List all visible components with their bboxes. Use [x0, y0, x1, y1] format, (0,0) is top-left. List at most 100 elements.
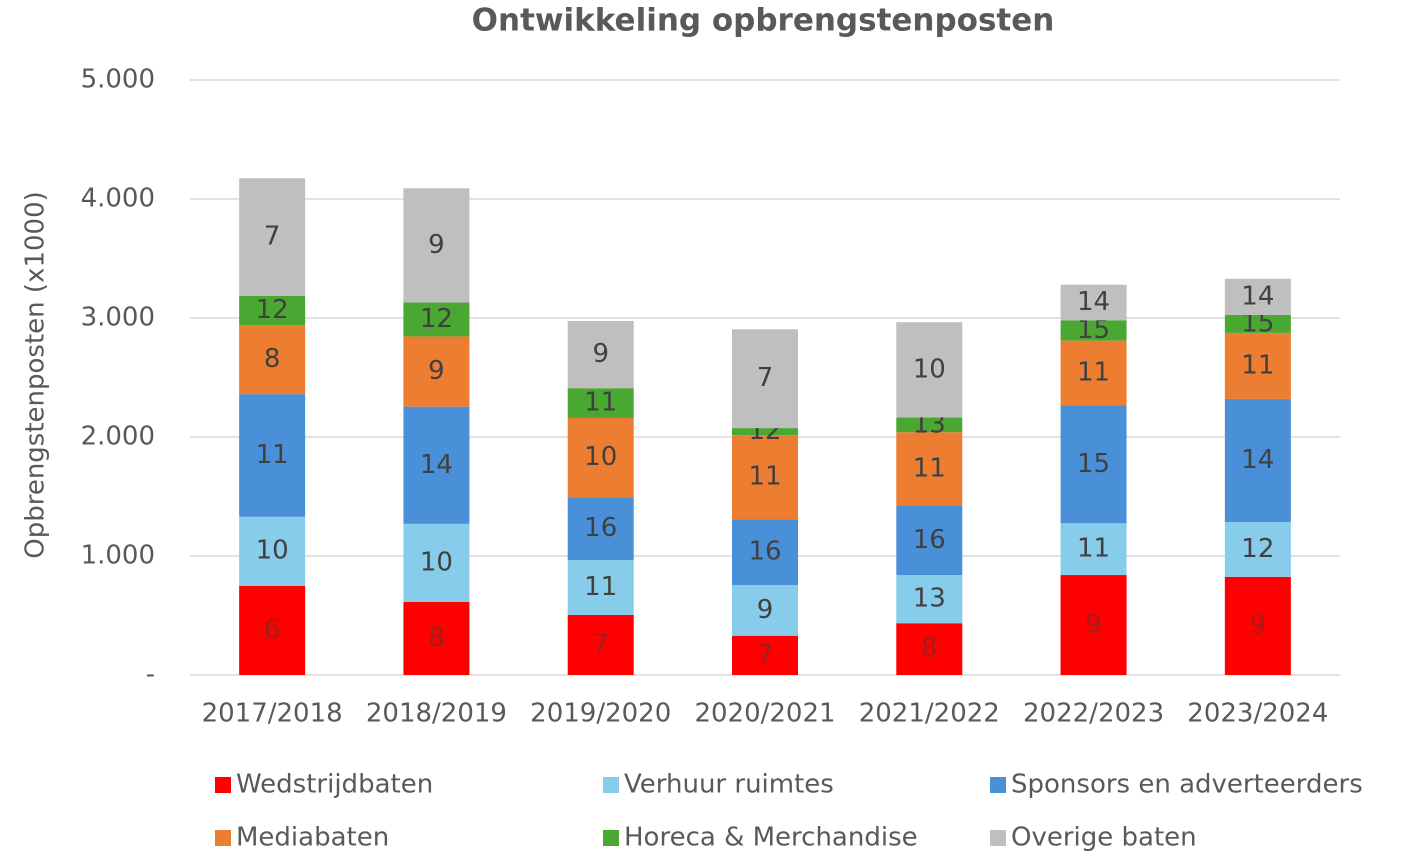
bar-segment — [1060, 523, 1127, 576]
segment-label: 9 — [1250, 610, 1267, 640]
segment-label: 6 — [264, 615, 281, 645]
bar-segment — [732, 428, 798, 436]
y-tick-label: 2.000 — [81, 422, 155, 452]
legend-swatch — [215, 777, 231, 793]
bar-segment — [732, 329, 798, 429]
segment-label: 10 — [584, 442, 617, 472]
segment-label: 11 — [913, 454, 946, 484]
segment-label: 11 — [1241, 350, 1274, 380]
segment-label: 10 — [420, 547, 453, 577]
legend-swatch — [603, 830, 619, 846]
bar-segment — [896, 506, 963, 576]
segment-label: 14 — [1241, 445, 1274, 475]
y-tick-label: 5.000 — [81, 65, 155, 95]
segment-label: 16 — [913, 525, 946, 555]
bar-segment — [732, 435, 798, 520]
bar-segment — [732, 585, 798, 636]
bar-segment — [239, 394, 306, 517]
bar-segment — [1224, 576, 1291, 675]
segment-label: 14 — [1241, 281, 1274, 311]
bar-segment — [567, 417, 634, 498]
segment-label: 9 — [428, 230, 445, 260]
bar-segment — [1224, 278, 1291, 316]
segment-label: 16 — [584, 513, 617, 543]
bar-segment — [403, 406, 470, 524]
x-tick-label: 2022/2023 — [1023, 699, 1164, 729]
bar-segment — [403, 188, 470, 303]
legend-label: Overige baten — [1011, 823, 1197, 853]
legend-label: Horeca & Merchandise — [624, 823, 918, 853]
bar-segment — [1060, 320, 1127, 341]
bar-segment — [1224, 332, 1291, 399]
legend-label: Sponsors en adverteerders — [1011, 770, 1363, 800]
segment-label: 12 — [420, 304, 453, 334]
segment-label: 12 — [1241, 534, 1274, 564]
segment-label: 11 — [748, 462, 781, 492]
y-tick-label: 3.000 — [81, 303, 155, 333]
bar-segment — [1224, 398, 1291, 523]
segment-label: 11 — [584, 388, 617, 418]
segment-label: 7 — [592, 629, 609, 659]
legend-label: Mediabaten — [236, 823, 389, 853]
bar-segment — [567, 320, 634, 389]
legend-swatch — [215, 830, 231, 846]
bar-segment — [896, 322, 963, 418]
segment-label: 8 — [264, 344, 281, 374]
bar-segment — [732, 519, 798, 586]
bar-segment — [239, 585, 306, 675]
bar-segment — [239, 325, 306, 395]
bar-segment — [567, 560, 634, 615]
legend-swatch — [990, 777, 1006, 793]
bar-segment — [403, 302, 470, 337]
y-axis-title: Opbrengstenposten (x1000) — [21, 191, 51, 559]
bar-segment — [1060, 340, 1127, 406]
segment-label: 11 — [584, 572, 617, 602]
bar-segment — [896, 623, 963, 675]
y-tick-label: - — [146, 660, 155, 690]
segment-label: 8 — [428, 623, 445, 653]
segment-label: 13 — [913, 584, 946, 614]
segment-label: 14 — [1077, 287, 1110, 317]
segment-label: 11 — [1077, 358, 1110, 388]
x-tick-label: 2019/2020 — [530, 699, 671, 729]
bar-segment — [403, 336, 470, 407]
legend-label: Wedstrijdbaten — [236, 770, 433, 800]
segment-label: 9 — [428, 356, 445, 386]
bar-segment — [1224, 522, 1291, 577]
bar-segment — [239, 178, 306, 296]
bar-segment — [896, 417, 963, 433]
bar-segment — [1060, 405, 1127, 524]
chart-title: Ontwikkeling opbrengstenposten — [472, 3, 1055, 39]
bar-segment — [1224, 315, 1291, 333]
bar-segment — [732, 635, 798, 675]
bar-segment — [403, 523, 470, 602]
bar-segment — [403, 601, 470, 675]
segment-label: 11 — [256, 440, 289, 470]
segment-label: 7 — [757, 363, 774, 393]
bar-segment — [1060, 575, 1127, 675]
x-tick-label: 2021/2022 — [859, 699, 1000, 729]
segment-label: 7 — [264, 222, 281, 252]
segment-label: 14 — [420, 450, 453, 480]
segment-label: 12 — [256, 295, 289, 325]
legend-swatch — [603, 777, 619, 793]
segment-label: 15 — [1077, 449, 1110, 479]
bar-segment — [239, 295, 306, 326]
x-tick-label: 2018/2019 — [366, 699, 507, 729]
bar-segment — [239, 516, 306, 586]
bar-segment — [567, 497, 634, 561]
segment-label: 16 — [748, 537, 781, 567]
segment-label: 9 — [1085, 610, 1102, 640]
segment-label: 9 — [757, 595, 774, 625]
segment-label: 7 — [757, 640, 774, 670]
bar-segment — [567, 388, 634, 418]
bar-segment — [567, 614, 634, 675]
segment-label: 9 — [592, 339, 609, 369]
y-tick-label: 4.000 — [81, 184, 155, 214]
bar-segment — [896, 432, 963, 507]
segment-label: 10 — [256, 536, 289, 566]
x-tick-label: 2023/2024 — [1187, 699, 1328, 729]
bar-segment — [896, 575, 963, 624]
